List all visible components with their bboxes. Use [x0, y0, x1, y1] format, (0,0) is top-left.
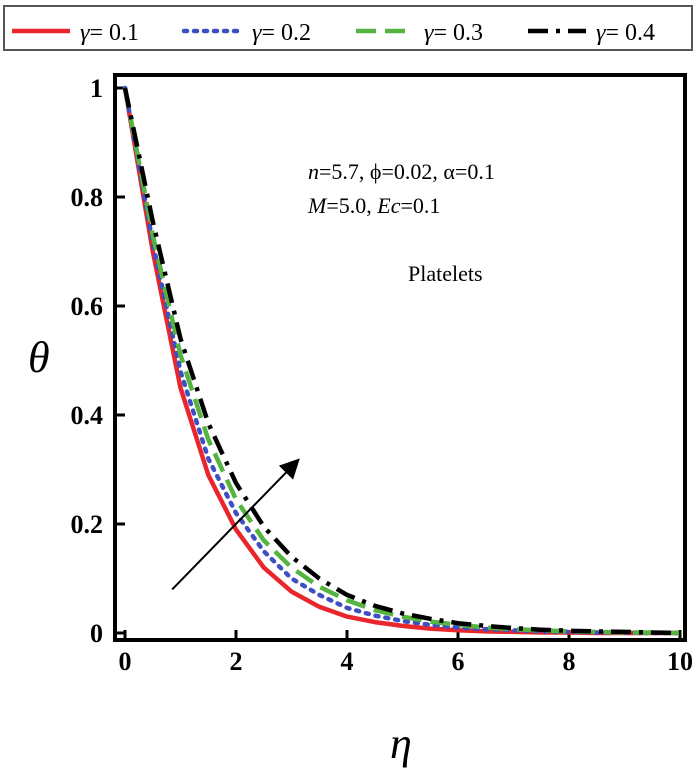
- x-tick-label: 4: [341, 647, 354, 676]
- annotation-platelets: Platelets: [408, 261, 483, 286]
- annotation-ec-symbol: Ec: [376, 193, 400, 218]
- x-tick-label: 0: [119, 647, 132, 676]
- x-tick-label: 8: [563, 647, 576, 676]
- y-tick-label: 0.6: [71, 292, 104, 321]
- legend: γ= 0.1 γ= 0.2 γ= 0.3 γ= 0.4: [3, 5, 693, 51]
- trend-arrow: [171, 458, 300, 591]
- y-tick-label: 0.8: [71, 183, 104, 212]
- legend-label-4: γ= 0.4: [596, 20, 655, 46]
- series-layer: [122, 85, 683, 636]
- series-line-4: [122, 87, 681, 636]
- annotation-params-line2: M=5.0, Ec=0.1: [307, 193, 440, 218]
- annotation-ec-value: =0.1: [400, 193, 440, 218]
- plot-area: [113, 73, 687, 642]
- legend-box: [3, 5, 693, 51]
- legend-label-3: γ= 0.3: [424, 20, 483, 46]
- annotation-line1-values: =5.7, ϕ=0.02, α=0.1: [319, 159, 495, 184]
- x-tick-label: 10: [667, 647, 693, 676]
- y-tick-label: 0: [90, 619, 103, 648]
- x-axis-title: η: [390, 719, 412, 768]
- y-axis-title: θ: [28, 333, 50, 382]
- y-tick-label: 0.2: [71, 510, 104, 539]
- annotation-m-value: =5.0,: [326, 193, 377, 218]
- y-tick-label: 0.4: [71, 401, 104, 430]
- legend-label-2: γ= 0.2: [252, 20, 311, 46]
- annotation-params-line1: n=5.7, ϕ=0.02, α=0.1: [308, 159, 495, 184]
- annotation-n-symbol: n: [308, 159, 319, 184]
- annotation-m-symbol: M: [307, 193, 328, 218]
- legend-label-1: γ= 0.1: [80, 20, 139, 46]
- x-tick-label: 6: [452, 647, 465, 676]
- y-tick-label: 1: [90, 74, 103, 103]
- x-tick-label: 2: [230, 647, 243, 676]
